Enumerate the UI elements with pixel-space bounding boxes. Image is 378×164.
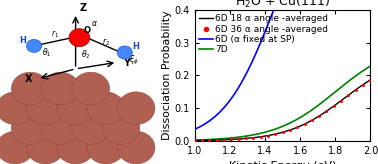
- Circle shape: [72, 112, 110, 144]
- Circle shape: [87, 131, 125, 164]
- Circle shape: [117, 46, 132, 59]
- Text: Z: Z: [79, 3, 87, 13]
- Circle shape: [11, 72, 49, 105]
- Circle shape: [0, 92, 34, 125]
- Circle shape: [0, 131, 34, 164]
- Circle shape: [102, 112, 140, 144]
- Circle shape: [11, 112, 49, 144]
- Text: $r_1$: $r_1$: [51, 28, 59, 40]
- Text: Y: Y: [123, 58, 130, 68]
- Text: $\theta_2$: $\theta_2$: [81, 48, 91, 61]
- Circle shape: [117, 131, 155, 164]
- Circle shape: [117, 92, 155, 125]
- Text: H: H: [19, 36, 26, 45]
- Circle shape: [42, 112, 79, 144]
- Circle shape: [57, 131, 94, 164]
- X-axis label: Kinetic Energy (eV): Kinetic Energy (eV): [229, 161, 336, 164]
- Circle shape: [69, 29, 90, 47]
- Text: $\xi_\phi$: $\xi_\phi$: [129, 54, 138, 67]
- Text: H: H: [132, 42, 139, 51]
- Title: H$_2$O + Cu(111): H$_2$O + Cu(111): [235, 0, 330, 10]
- Circle shape: [26, 39, 42, 52]
- Circle shape: [26, 92, 64, 125]
- Text: X: X: [25, 74, 32, 84]
- Text: O: O: [83, 26, 90, 35]
- Circle shape: [72, 72, 110, 105]
- Circle shape: [87, 92, 125, 125]
- Y-axis label: Dissociation Probability: Dissociation Probability: [162, 10, 172, 140]
- Text: $\theta_1$: $\theta_1$: [42, 47, 51, 59]
- Legend: 6D 18 α angle -averaged, 6D 36 α angle -averaged, 6D (α fixed at SP), 7D: 6D 18 α angle -averaged, 6D 36 α angle -…: [197, 13, 330, 56]
- Circle shape: [26, 131, 64, 164]
- Text: $\alpha$: $\alpha$: [91, 19, 98, 28]
- Circle shape: [57, 92, 94, 125]
- Text: $r_2$: $r_2$: [102, 36, 110, 48]
- Circle shape: [42, 72, 79, 105]
